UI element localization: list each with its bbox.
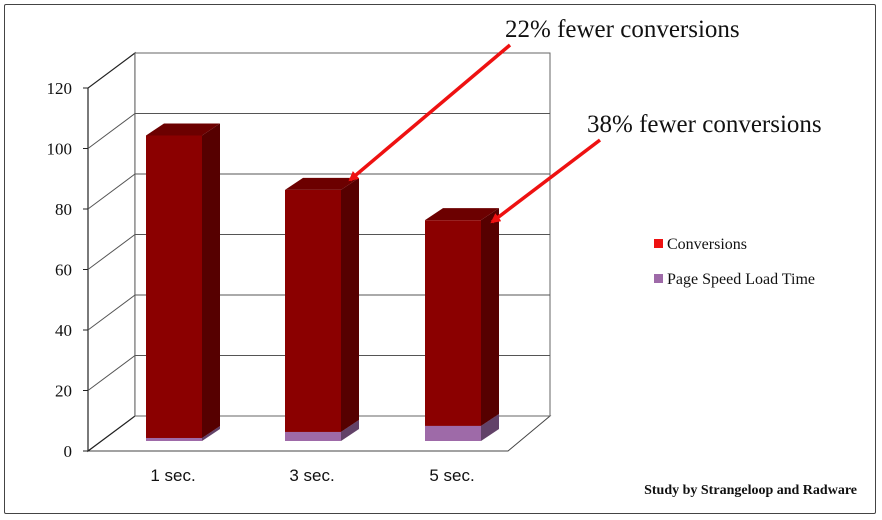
legend-swatch-page-speed	[654, 274, 663, 283]
bars	[146, 123, 499, 441]
legend-label-page-speed: Page Speed Load Time	[667, 271, 815, 288]
bar-side-page-speed	[481, 413, 499, 441]
y-tick-label: 0	[64, 442, 73, 461]
legend: Conversions Page Speed Load Time	[654, 236, 815, 288]
gridline	[87, 294, 550, 331]
x-tick-label: 3 sec.	[289, 466, 334, 485]
bar-page-speed	[146, 437, 202, 441]
x-axis-labels: 1 sec. 3 sec. 5 sec.	[150, 466, 474, 485]
gridline	[87, 234, 550, 270]
y-tick-label: 80	[55, 200, 72, 219]
bar-side-conversions	[341, 177, 359, 432]
bar-side-conversions	[481, 208, 499, 426]
bar-top-conversions	[285, 177, 359, 190]
y-axis-ticks: 0 20 40 60 80 100 120	[47, 79, 88, 461]
gridline	[87, 113, 550, 149]
annotation-text: 38% fewer conversions	[587, 111, 822, 138]
y-tick-label: 120	[47, 79, 73, 98]
bar-page-speed	[285, 431, 341, 441]
bar-conversions	[425, 220, 481, 426]
x-tick-label: 1 sec.	[150, 466, 195, 485]
y-tick-label: 100	[47, 140, 73, 159]
bar-top-conversions	[425, 208, 499, 221]
gridline	[87, 355, 550, 391]
bar-conversions	[285, 189, 341, 432]
annotation-arrow	[490, 138, 602, 224]
annotation-text: 22% fewer conversions	[505, 16, 740, 43]
x-tick-label: 5 sec.	[429, 466, 474, 485]
y-tick-label: 60	[55, 261, 72, 280]
y-tick-label: 20	[55, 382, 72, 401]
legend-label-conversions: Conversions	[667, 236, 747, 253]
bar-side-page-speed	[341, 419, 359, 441]
gridline	[87, 173, 550, 210]
annotation-arrow	[348, 43, 512, 182]
y-tick-label: 40	[55, 321, 72, 340]
bar-side-conversions	[202, 123, 220, 438]
bar-top-conversions	[146, 123, 220, 136]
bar-side-page-speed	[202, 425, 220, 441]
legend-swatch-conversions	[654, 239, 663, 248]
bar-page-speed	[425, 425, 481, 441]
gridlines	[87, 113, 550, 391]
source-note: Study by Strangeloop and Radware	[644, 483, 857, 498]
annotations: 22% fewer conversions 38% fewer conversio…	[348, 16, 822, 224]
bar-conversions	[146, 135, 202, 438]
